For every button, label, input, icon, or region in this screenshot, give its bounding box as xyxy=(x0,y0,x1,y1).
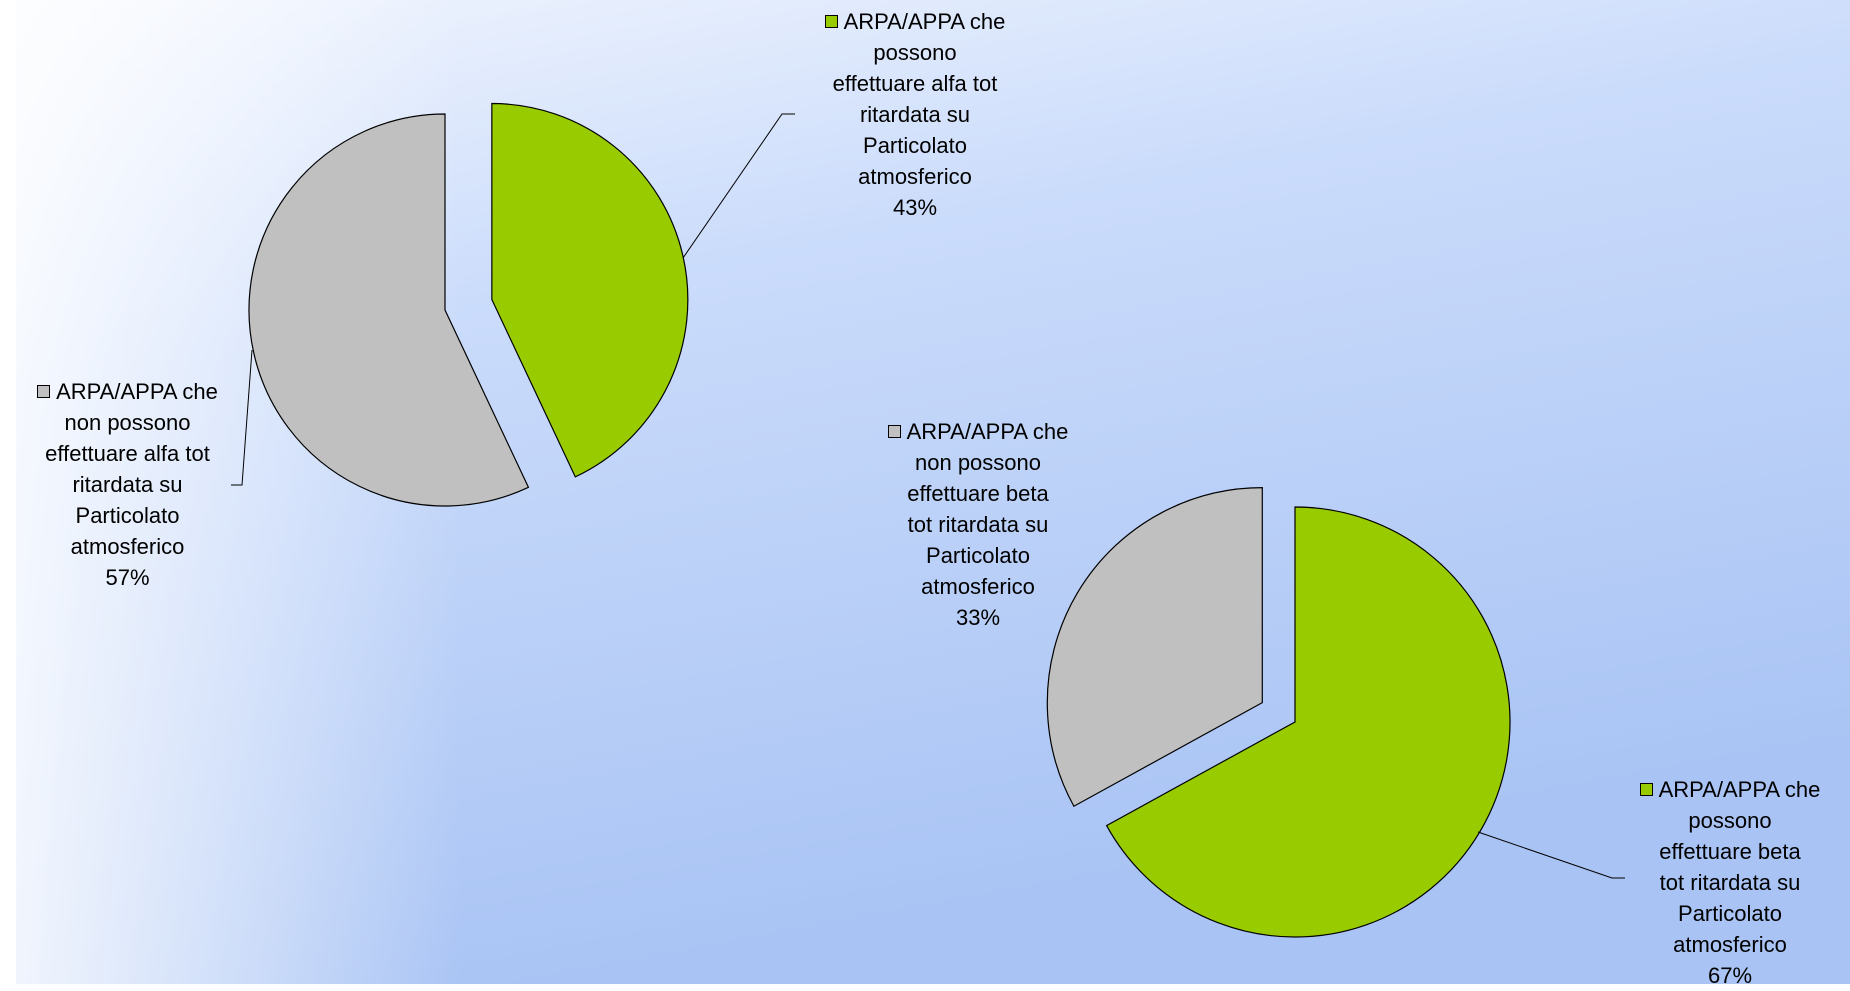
label-line: ritardata su xyxy=(859,102,971,127)
label-first-line: ARPA/APPA che xyxy=(858,416,1098,447)
percent-label: 67% xyxy=(1707,963,1753,988)
label-line: non possono xyxy=(915,450,1041,475)
label-line: Particolato xyxy=(863,133,967,158)
label-line: ritardata su xyxy=(72,472,183,497)
pie-slice-2-2 xyxy=(1046,487,1263,808)
leader-line-2-1 xyxy=(1477,831,1625,879)
label-line: tot ritardata su xyxy=(907,512,1049,537)
pie-chart-alfa xyxy=(231,102,795,507)
slice-label-1-2: ARPA/APPA che non possono effettuare alfa … xyxy=(10,376,245,593)
label-line: effettuare beta xyxy=(1659,839,1801,864)
slice-label-2-1: ARPA/APPA che possono effettuare beta tot r… xyxy=(1610,774,1850,991)
slice-label-1-1: ARPA/APPA che possono effettuare alfa tot r… xyxy=(790,6,1040,223)
label-line: atmosferico xyxy=(1673,932,1787,957)
label-line-text: ARPA/APPA che xyxy=(843,9,1006,34)
legend-swatch xyxy=(824,15,838,28)
label-line: effettuare alfa tot xyxy=(45,441,210,466)
label-line: atmosferico xyxy=(921,574,1035,599)
percent-label: 33% xyxy=(955,605,1001,630)
legend-swatch xyxy=(887,425,901,438)
label-line: tot ritardata su xyxy=(1659,870,1801,895)
label-first-line: ARPA/APPA che xyxy=(790,6,1040,37)
label-line: Particolato xyxy=(75,503,180,528)
slice-label-2-2: ARPA/APPA che non possono effettuare beta t… xyxy=(858,416,1098,633)
pie-chart-beta xyxy=(1046,487,1625,938)
label-line: atmosferico xyxy=(858,164,972,189)
label-line: possono xyxy=(1688,808,1772,833)
pie-slice-1-2 xyxy=(248,113,530,507)
label-line: Particolato xyxy=(926,543,1030,568)
label-line-text: ARPA/APPA che xyxy=(906,419,1069,444)
label-first-line: ARPA/APPA che xyxy=(1610,774,1850,805)
label-first-line: ARPA/APPA che xyxy=(10,376,245,407)
label-line: effettuare alfa tot xyxy=(832,71,998,96)
label-line-text: ARPA/APPA che xyxy=(56,379,218,404)
legend-swatch xyxy=(37,385,51,398)
pie-slice-2-1 xyxy=(1105,506,1511,938)
leader-line-1-2 xyxy=(231,349,253,486)
label-line: effettuare beta xyxy=(907,481,1049,506)
leader-line-1-1 xyxy=(682,113,795,259)
label-line-text: ARPA/APPA che xyxy=(1658,777,1821,802)
label-line: atmosferico xyxy=(70,534,185,559)
legend-swatch xyxy=(1639,783,1653,796)
label-line: Particolato xyxy=(1678,901,1782,926)
pie-slice-1-1 xyxy=(491,102,689,478)
label-line: non possono xyxy=(64,410,191,435)
label-line: possono xyxy=(873,40,957,65)
percent-label: 57% xyxy=(105,565,150,590)
percent-label: 43% xyxy=(892,195,938,220)
